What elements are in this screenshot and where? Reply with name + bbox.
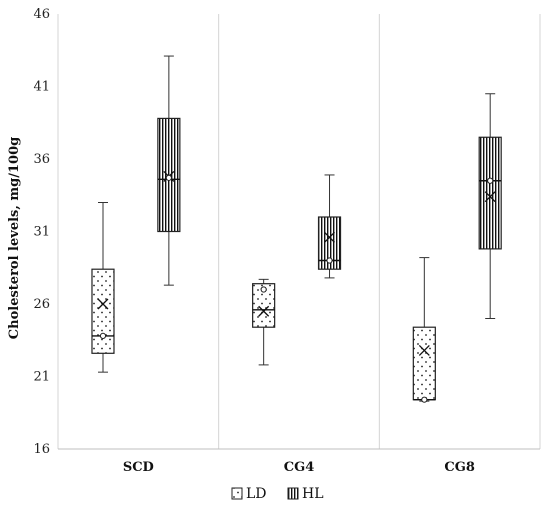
mean-marker-stroke-b xyxy=(324,231,335,243)
y-tick-label: 21 xyxy=(33,370,50,385)
y-axis-label: Cholesterol levels, mg/100g xyxy=(7,137,22,339)
x-category-label: SCD xyxy=(123,460,154,475)
mean-marker-stroke-b xyxy=(97,298,109,310)
box-body xyxy=(252,283,276,328)
data-point-marker xyxy=(487,177,494,184)
legend-label-ld: LD xyxy=(246,486,267,502)
y-tick-label: 36 xyxy=(33,152,50,167)
y-tick-label: 46 xyxy=(33,7,50,22)
data-point-marker xyxy=(99,332,107,339)
y-tick-label: 16 xyxy=(33,442,50,457)
box-hl-scd xyxy=(157,55,181,286)
box-body xyxy=(91,268,115,354)
y-tick-label: 41 xyxy=(33,80,50,95)
legend-swatch-ld xyxy=(231,487,243,500)
y-tick-label: 31 xyxy=(33,225,50,240)
box-body xyxy=(478,136,502,250)
x-category-label: CG4 xyxy=(284,460,315,475)
box-body xyxy=(412,326,436,401)
box-ld-cg4 xyxy=(252,278,276,366)
box-ld-scd xyxy=(91,202,115,373)
data-point-marker xyxy=(326,257,333,264)
mean-marker-stroke-b xyxy=(258,305,270,317)
legend-swatch-hl xyxy=(287,487,299,500)
box-body xyxy=(317,216,342,270)
legend: LD HL xyxy=(231,486,324,502)
y-tick-label: 26 xyxy=(33,297,50,312)
x-category-label: CG8 xyxy=(444,460,475,475)
data-point-marker xyxy=(165,174,172,181)
legend-label-hl: HL xyxy=(302,486,324,502)
box-ld-cg8 xyxy=(412,257,436,403)
mean-marker-stroke-b xyxy=(418,344,430,356)
mean-marker-stroke-b xyxy=(484,191,496,203)
data-point-marker xyxy=(260,286,267,293)
box-hl-cg4 xyxy=(317,174,342,279)
box-hl-cg8 xyxy=(478,93,502,319)
data-point-marker xyxy=(421,396,428,403)
